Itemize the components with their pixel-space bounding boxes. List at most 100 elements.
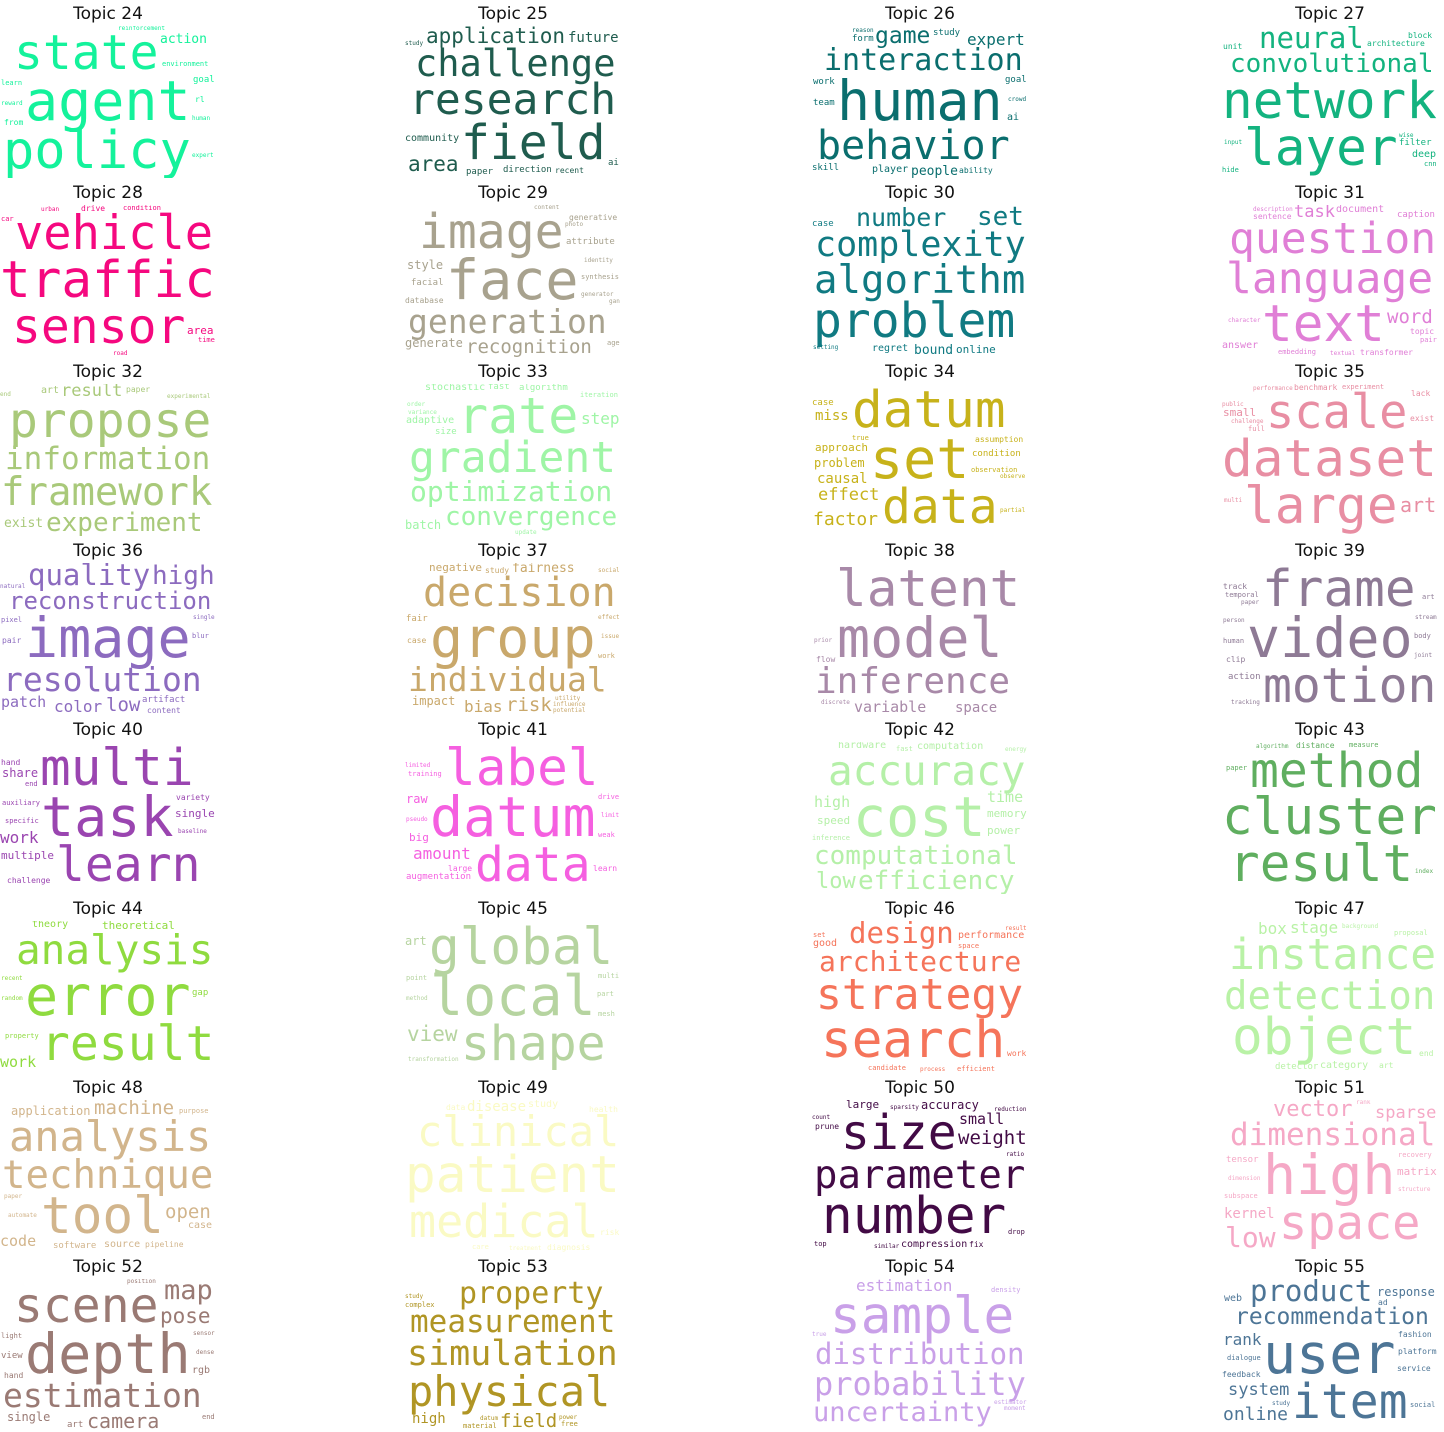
cloud-word: tool <box>41 1187 164 1246</box>
cloud-word: result <box>1005 925 1027 932</box>
cloud-word: error <box>25 964 191 1028</box>
cloud-word: hand <box>1 758 21 767</box>
cloud-word: description <box>1253 206 1293 213</box>
topic-title: Topic 39 <box>1295 541 1365 561</box>
cloud-word: estimation <box>3 1376 202 1415</box>
topic-title: Topic 27 <box>1295 4 1365 24</box>
cloud-word: end <box>1419 1049 1434 1058</box>
cloud-word: data <box>882 479 998 535</box>
cloud-word: variance <box>408 409 437 416</box>
cloud-word: analysis <box>9 1112 212 1161</box>
cloud-word: object <box>1232 1008 1417 1067</box>
cloud-word: property <box>459 1279 604 1311</box>
cloud-word: text <box>1262 295 1385 354</box>
cloud-word: content <box>147 706 181 715</box>
cloud-word: resolution <box>3 660 202 699</box>
cloud-word: distribution <box>815 1337 1025 1371</box>
cloud-word: rl <box>195 95 205 104</box>
cloud-word: speed <box>817 814 851 827</box>
cloud-word: tracking <box>1231 699 1260 706</box>
cloud-word: view <box>1 1351 23 1361</box>
cloud-word: direction <box>503 165 552 175</box>
cloud-word: exist <box>4 516 44 531</box>
cloud-word: work <box>0 828 39 847</box>
cloud-word: tensor <box>1226 1155 1259 1165</box>
cloud-word: crowd <box>1008 96 1027 103</box>
word-cloud: datum label data augmentation amount training… <box>405 742 621 894</box>
topic-title: Topic 46 <box>885 899 955 919</box>
cloud-word: treatment <box>509 1245 542 1252</box>
word-cloud: high dimensional space low vector sparse kerne… <box>1222 1100 1438 1252</box>
cloud-word: facial <box>411 278 444 288</box>
cloud-word: large <box>448 864 473 873</box>
cloud-word: single <box>175 807 215 820</box>
cloud-word: detector <box>1275 1062 1319 1072</box>
cloud-word: high <box>412 1411 446 1427</box>
topic-title: Topic 34 <box>885 362 955 382</box>
topic-title: Topic 36 <box>73 541 143 561</box>
cloud-word: raw <box>406 792 428 806</box>
cloud-word: computational <box>814 841 1018 871</box>
cloud-word: behavior <box>817 123 1010 169</box>
cloud-word: recent <box>1 975 23 982</box>
cloud-word: material <box>463 1422 497 1430</box>
cloud-word: word <box>1387 306 1433 328</box>
cloud-word: power <box>987 824 1021 837</box>
word-cloud: agent policy state environment reinforcement… <box>0 26 216 178</box>
cloud-word: learn <box>1 79 23 87</box>
cloud-word: low <box>1225 1221 1276 1252</box>
cloud-word: batch <box>405 518 442 532</box>
cloud-word: joint <box>1414 652 1433 659</box>
cloud-word: topic <box>1410 327 1435 336</box>
cloud-word: shape <box>461 1016 606 1072</box>
word-cloud: distribution sample probability uncertainty… <box>812 1279 1028 1431</box>
cloud-word: image <box>419 205 564 260</box>
cloud-word: candidate <box>868 1064 906 1072</box>
cloud-word: face <box>446 248 579 312</box>
cloud-word: art <box>67 1420 84 1430</box>
word-cloud: video frame motion action temporal tracking hu… <box>1222 563 1438 715</box>
cloud-word: style <box>407 258 444 272</box>
cloud-word: approach <box>815 441 868 454</box>
cloud-word: generate <box>405 336 463 350</box>
cloud-word: model <box>837 606 1003 670</box>
cloud-word: end <box>202 1413 215 1421</box>
cloud-word: interaction <box>824 43 1023 78</box>
cloud-word: state <box>14 26 159 81</box>
cloud-word: quality <box>28 563 151 592</box>
cloud-word: box <box>1258 921 1287 938</box>
cloud-word: propose <box>9 393 212 449</box>
cloud-word: ad <box>1378 1298 1388 1307</box>
cloud-word: case <box>407 636 427 645</box>
cloud-word: goal <box>193 75 215 85</box>
topic-panel: Topic 32 information framework propose exper… <box>0 362 216 536</box>
topic-panel: Topic 47 detection object instance stage cate… <box>1222 899 1438 1072</box>
cloud-word: action <box>1228 672 1261 682</box>
cloud-word: iteration <box>580 391 618 399</box>
topic-panel: Topic 28 traffic vehicle sensor area drive con… <box>0 183 216 357</box>
cloud-word: influence <box>553 701 586 708</box>
cloud-word: limited <box>405 762 431 769</box>
cloud-word: theory <box>32 921 69 930</box>
topic-title: Topic 41 <box>478 720 548 740</box>
cloud-word: variety <box>176 793 210 802</box>
cloud-word: reason <box>852 27 874 34</box>
topic-panel: Topic 41 datum label data augmentation amount… <box>405 720 621 894</box>
cloud-word: human <box>1223 637 1245 645</box>
topic-title: Topic 54 <box>885 1257 955 1277</box>
cloud-word: recent <box>555 166 584 175</box>
cloud-word: online <box>956 343 996 356</box>
word-cloud: parameter number size weight accuracy small co… <box>812 1100 1028 1252</box>
cloud-word: number <box>856 205 947 232</box>
cloud-word: fix <box>969 1240 984 1249</box>
cloud-word: input <box>1224 139 1243 146</box>
cloud-word: time <box>987 788 1024 806</box>
cloud-word: traffic <box>0 251 215 310</box>
cloud-word: matrix <box>1397 1165 1437 1178</box>
topic-panel: Topic 37 group individual decision risk bias f… <box>405 541 621 715</box>
topic-title: Topic 29 <box>478 183 548 203</box>
cloud-word: memory <box>987 807 1027 820</box>
cloud-word: instance <box>1229 930 1437 980</box>
cloud-word: estimation <box>856 1279 953 1295</box>
cloud-word: point <box>406 974 428 982</box>
